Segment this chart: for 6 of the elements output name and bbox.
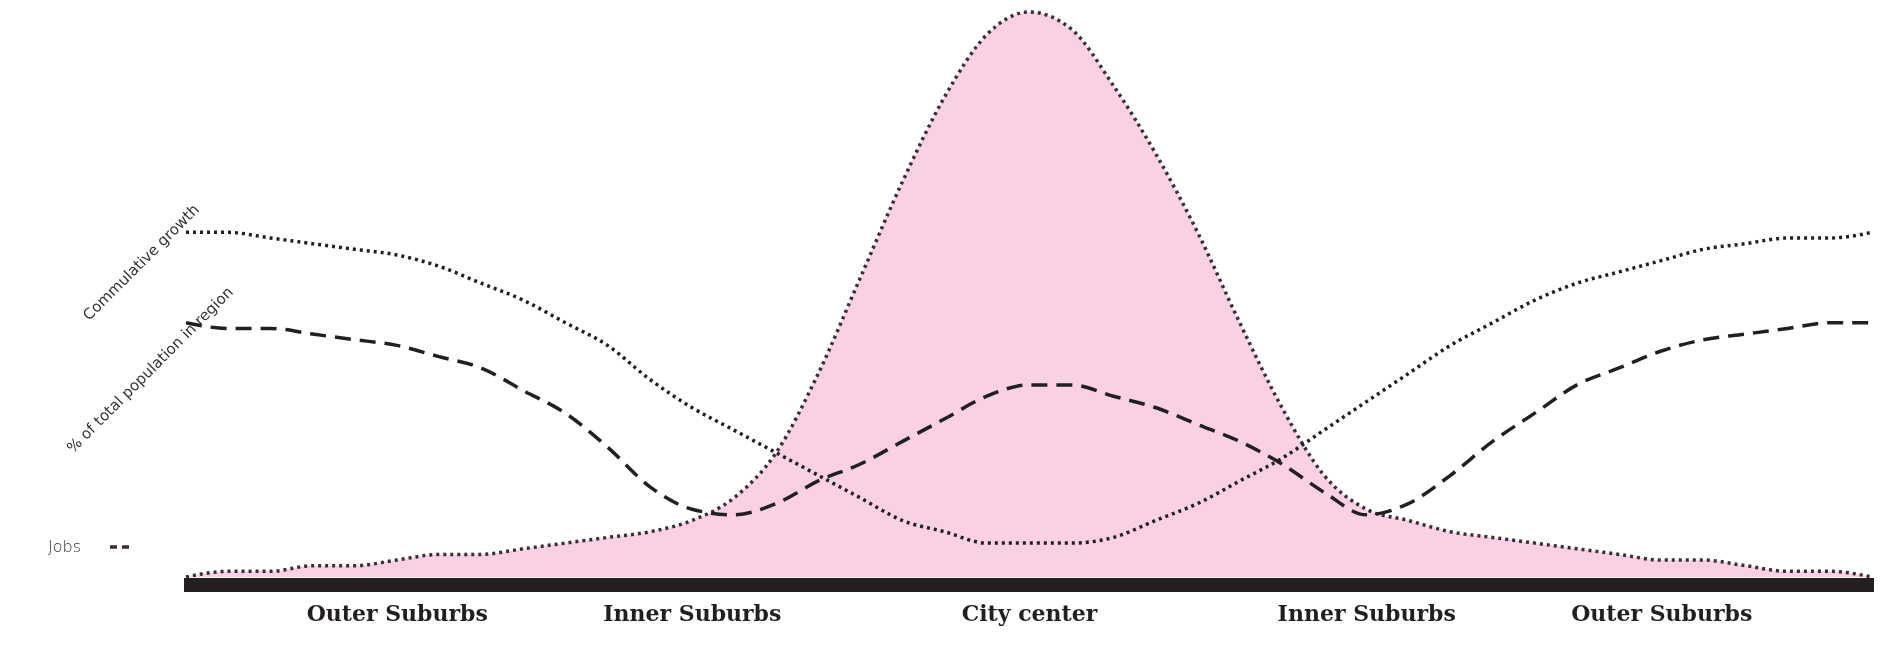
x-tick-label: City center — [961, 600, 1098, 627]
x-tick-label: Outer Suburbs — [1571, 600, 1753, 627]
x-tick-label: Inner Suburbs — [603, 600, 782, 627]
legend-label: Jobs — [48, 536, 81, 556]
x-tick-label: Outer Suburbs — [306, 600, 488, 627]
x-tick-label: Inner Suburbs — [1277, 600, 1456, 627]
